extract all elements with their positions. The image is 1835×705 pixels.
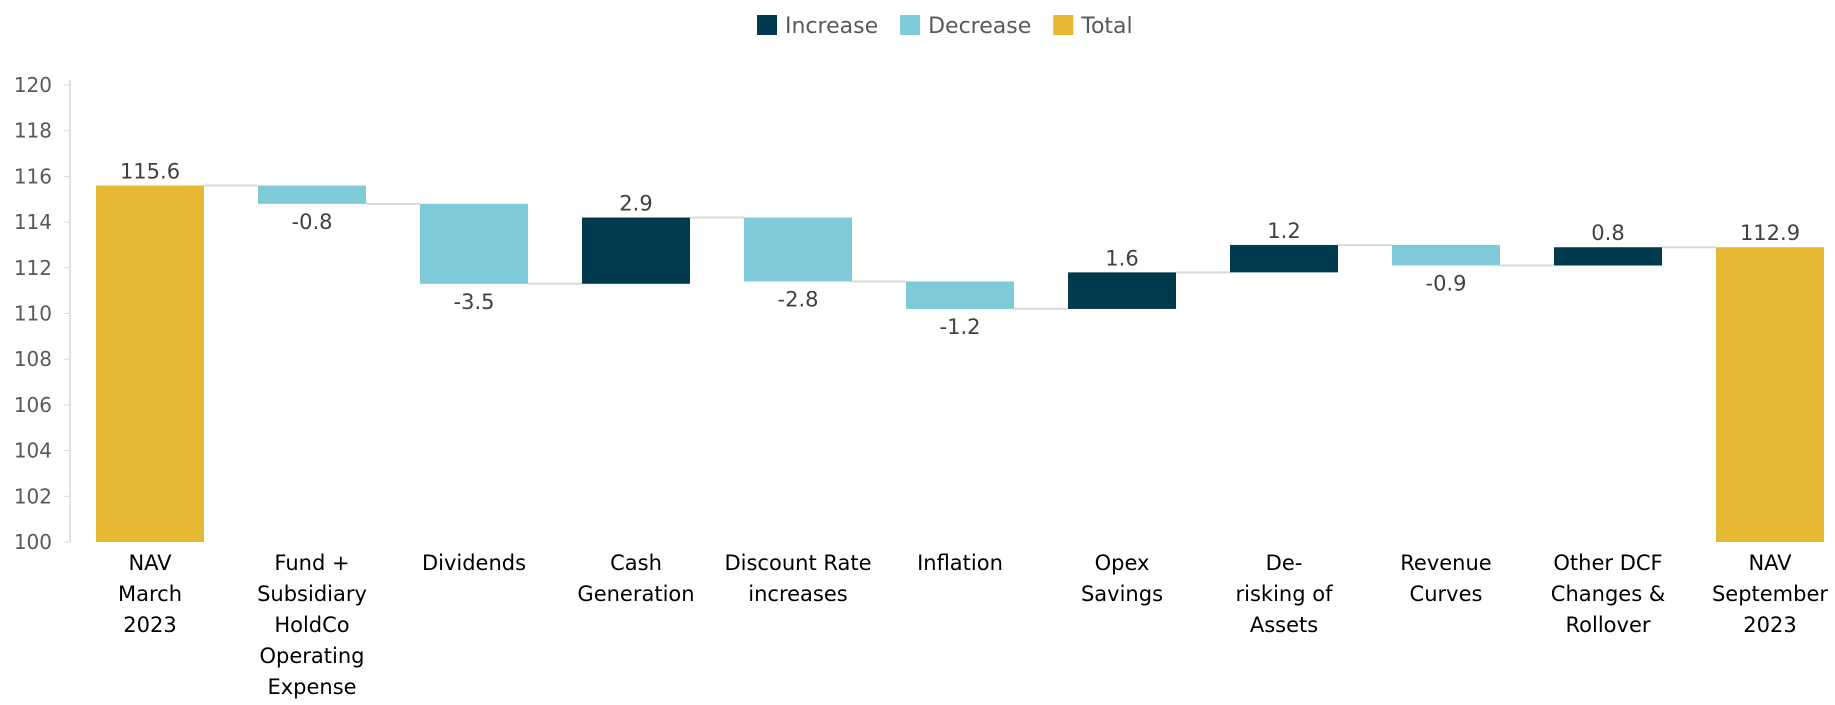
x-tick-label: Other DCF Changes & Rollover: [1551, 551, 1665, 637]
data-label: -2.8: [778, 288, 819, 312]
data-label: -1.2: [940, 315, 981, 339]
y-tick-label: 120: [14, 73, 52, 97]
y-tick-label: 102: [14, 484, 52, 508]
data-label: 115.6: [120, 160, 180, 184]
y-tick-label: 112: [14, 256, 52, 280]
data-label: 0.8: [1591, 221, 1624, 245]
bar: [1068, 272, 1176, 309]
legend-label: Decrease: [928, 14, 1031, 39]
legend-swatch: [1053, 15, 1074, 35]
bar: [1230, 244, 1338, 273]
y-tick-label: 114: [14, 210, 52, 234]
legend-label: Increase: [785, 14, 878, 39]
x-tick-label: Revenue Curves: [1400, 551, 1491, 606]
data-label: -3.5: [454, 290, 495, 314]
data-label: 2.9: [619, 192, 652, 216]
data-label: 1.6: [1105, 246, 1138, 270]
bar: [258, 185, 366, 204]
bar: [582, 217, 690, 284]
bar: [744, 217, 852, 282]
bar: [906, 281, 1014, 309]
legend-swatch: [757, 15, 777, 35]
x-tick-label: Fund + Subsidiary HoldCo Operating Expense: [257, 551, 367, 699]
y-tick-label: 118: [14, 119, 52, 143]
y-tick-label: 100: [14, 530, 52, 554]
y-tick-label: 110: [14, 302, 52, 326]
y-tick-label: 106: [14, 393, 52, 417]
x-tick-label: Discount Rate increases: [724, 551, 871, 606]
x-tick-label: Inflation: [917, 551, 1003, 575]
legend-swatch: [900, 15, 921, 35]
data-label: -0.9: [1426, 272, 1467, 296]
y-tick-label: 104: [14, 439, 52, 463]
y-tick-label: 108: [14, 347, 52, 371]
x-tick-label: NAV March 2023: [118, 551, 182, 637]
data-label: 112.9: [1740, 221, 1800, 245]
x-tick-label: Opex Savings: [1081, 551, 1163, 606]
y-tick-label: 116: [14, 164, 52, 188]
x-tick-label: De-risking of Assets: [1236, 551, 1334, 637]
bar: [1392, 244, 1500, 266]
legend-label: Total: [1080, 14, 1132, 39]
bar: [1554, 247, 1662, 266]
x-tick-label: Dividends: [422, 551, 526, 575]
bar: [420, 203, 528, 284]
data-label: 1.2: [1267, 219, 1300, 243]
bar: [1716, 247, 1824, 543]
bar: [96, 185, 204, 543]
data-label: -0.8: [292, 210, 333, 234]
x-tick-label: NAV September 2023: [1712, 551, 1828, 637]
x-tick-label: Cash Generation: [577, 551, 694, 606]
